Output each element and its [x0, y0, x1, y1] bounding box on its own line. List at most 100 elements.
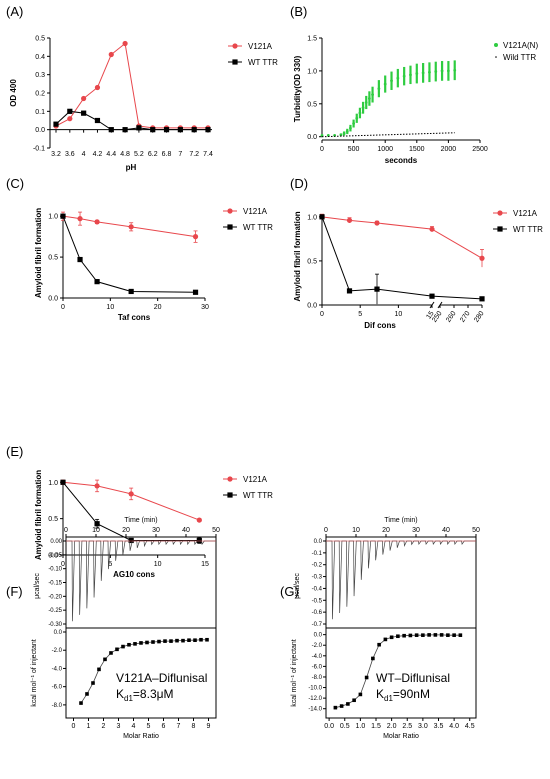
data-point [60, 213, 66, 219]
series-line [62, 481, 200, 541]
F-bottom-xtick-label: 2 [102, 723, 106, 730]
B-xtick-label: 1500 [409, 146, 425, 153]
G-bottom-xtick-label: 4.0 [449, 723, 459, 730]
F-bottom-xtick-label: 8 [192, 723, 196, 730]
G-top-ylabel: μcal/sec [294, 573, 301, 599]
data-point [199, 637, 203, 642]
A-ytick-label: 0.1 [35, 109, 45, 116]
data-point [447, 69, 450, 73]
data-point [108, 127, 114, 133]
A-ytick-label: 0.4 [35, 54, 45, 61]
data-point [139, 641, 143, 645]
data-point [414, 633, 419, 637]
data-point [383, 637, 388, 642]
C-xlabel: Taf cons [118, 313, 151, 322]
data-point [122, 127, 128, 133]
D-xtick-label: 280 [473, 310, 485, 324]
data-point [320, 133, 324, 137]
B-ytick-label: 1.5 [307, 36, 317, 43]
data-point [479, 296, 485, 302]
data-point [458, 633, 463, 637]
F-top-ytick-label: -0.10 [48, 567, 62, 573]
A-ytick-label: 0.2 [35, 91, 45, 98]
legend-marker [227, 208, 233, 214]
series-line [431, 228, 483, 259]
G-bottom-xtick-label: 0.5 [340, 723, 350, 730]
legend-label: WT TTR [248, 58, 278, 67]
series-line [55, 42, 208, 129]
F-bottom-xlabel: Molar Ratio [123, 733, 159, 740]
data-point [364, 101, 368, 104]
data-point [383, 82, 387, 86]
data-point [390, 79, 393, 83]
panel-B: 0.0 0.5 1.0 1.5 0 500 1000 1500 2000 2500 seconds T… [293, 36, 538, 166]
F-bottom-frame [65, 627, 217, 719]
D-xtick-label: 270 [459, 310, 471, 324]
panel-label: (D) [290, 176, 308, 191]
E-xtick-label: 0 [61, 561, 65, 568]
G-top-xtick-label: 20 [382, 527, 390, 534]
data-point [133, 642, 137, 646]
F-fit-curve [80, 639, 207, 704]
data-point [479, 255, 485, 261]
C-xtick-label: 20 [154, 304, 162, 311]
D-xtick-label: 260 [445, 310, 457, 324]
B-ytick-label: 1.0 [307, 68, 317, 75]
series-line [321, 216, 433, 230]
legend-marker [232, 43, 238, 49]
F-top-ytick-label: -0.05 [48, 553, 62, 559]
data-point [389, 635, 394, 640]
G-annotation-name: WT–Diflunisal [376, 671, 450, 685]
data-point [91, 681, 95, 685]
F-top-xtick-label: 40 [182, 527, 190, 534]
G-top-xtick-label: 0 [324, 527, 328, 534]
series-line [55, 110, 208, 131]
F-bottom-xtick-label: 7 [177, 723, 181, 730]
B-ylabel: Turbidity(OD 330) [293, 55, 302, 122]
E-xtick-label: 10 [154, 561, 162, 568]
data-point [177, 127, 183, 133]
data-point [97, 667, 101, 672]
G-bottom-xtick-label: 0.0 [324, 723, 334, 730]
F-top-ylabel: μcal/sec [34, 573, 41, 599]
data-point [409, 73, 412, 77]
A-xtick-label: 4 [82, 151, 86, 158]
G-top-ytick-label: -0.2 [312, 563, 323, 569]
data-point [94, 84, 101, 91]
C-xtick-label: 0 [61, 304, 65, 311]
data-point [150, 127, 156, 133]
E-xtick-label: 15 [201, 561, 209, 568]
A-xtick-label: 4.8 [120, 151, 130, 158]
A-xtick-label: 4.4 [106, 151, 116, 158]
data-point [429, 293, 435, 299]
data-point [192, 234, 199, 240]
data-point [319, 214, 325, 220]
C-ytick-label: 0.0 [48, 296, 58, 303]
G-top-ytick-label: -0.4 [312, 586, 323, 592]
data-point [122, 40, 128, 47]
F-bottom-ytick-label: -6.0 [52, 685, 63, 691]
F-top-xtick-label: 50 [212, 527, 220, 534]
data-point [339, 133, 343, 137]
F-bottom-ytick-label: -2.0 [52, 648, 63, 654]
panel-F: 0.00-0.05-0.10-0.15-0.20-0.25-0.300 10 20 3… [31, 517, 220, 740]
data-point [163, 127, 170, 133]
data-point [346, 217, 353, 223]
panel-label: (F) [6, 584, 23, 599]
G-bottom-ytick-label: -14.0 [308, 707, 322, 713]
F-bottom-ytick-label: 0.0 [54, 630, 63, 636]
data-point [342, 132, 346, 135]
data-point [358, 111, 362, 115]
E-ytick-label: 0.0 [48, 553, 58, 560]
data-point [163, 639, 167, 643]
B-xtick-label: 500 [348, 146, 360, 153]
G-bottom-xtick-label: 3.0 [418, 723, 428, 730]
A-xtick-label: 7.2 [189, 151, 199, 158]
data-point [85, 692, 89, 696]
A-xtick-label: 6.2 [148, 151, 158, 158]
F-bottom-xtick-label: 3 [117, 723, 121, 730]
data-point [94, 279, 100, 285]
data-point [439, 633, 444, 637]
C-xtick-label: 30 [201, 304, 209, 311]
